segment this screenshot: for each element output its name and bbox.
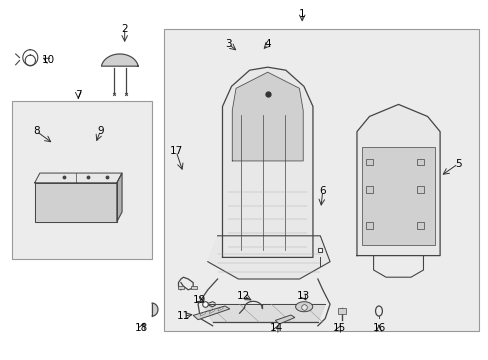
Bar [178,286,184,289]
Polygon shape [35,183,117,222]
Polygon shape [275,315,294,324]
Text: 13: 13 [296,291,309,301]
Bar [12,101,151,259]
Text: 8: 8 [33,126,40,136]
Polygon shape [203,304,325,322]
Text: 17: 17 [169,146,183,156]
Polygon shape [232,72,303,161]
Bar [163,29,478,331]
Polygon shape [35,173,122,183]
Bar [361,147,434,245]
Bar [416,159,423,166]
Text: 19: 19 [192,294,206,305]
Polygon shape [193,306,229,320]
Text: 5: 5 [454,159,461,169]
Text: 11: 11 [177,311,190,321]
Polygon shape [356,104,439,256]
Text: 10: 10 [41,55,54,66]
Polygon shape [200,312,205,316]
Polygon shape [222,67,312,257]
Text: 2: 2 [121,24,128,34]
Text: 16: 16 [371,323,385,333]
Text: 9: 9 [97,126,103,136]
Text: 18: 18 [135,323,148,333]
Polygon shape [117,173,122,222]
Text: 1: 1 [298,9,305,19]
Text: 6: 6 [319,186,325,196]
Text: 14: 14 [269,323,283,333]
Polygon shape [152,303,158,316]
Bar [365,222,372,229]
Bar [365,159,372,166]
Text: 15: 15 [332,323,346,333]
Polygon shape [218,307,223,311]
Polygon shape [295,302,312,312]
Bar [365,186,372,193]
Polygon shape [338,308,346,314]
Text: 7: 7 [75,90,81,100]
Polygon shape [207,236,329,279]
Polygon shape [209,309,214,314]
Bar [190,286,196,289]
Bar [416,186,423,193]
Text: 3: 3 [225,39,232,49]
Text: 12: 12 [236,291,250,301]
Polygon shape [101,54,138,66]
Bar [416,222,423,229]
Text: 4: 4 [264,39,271,49]
